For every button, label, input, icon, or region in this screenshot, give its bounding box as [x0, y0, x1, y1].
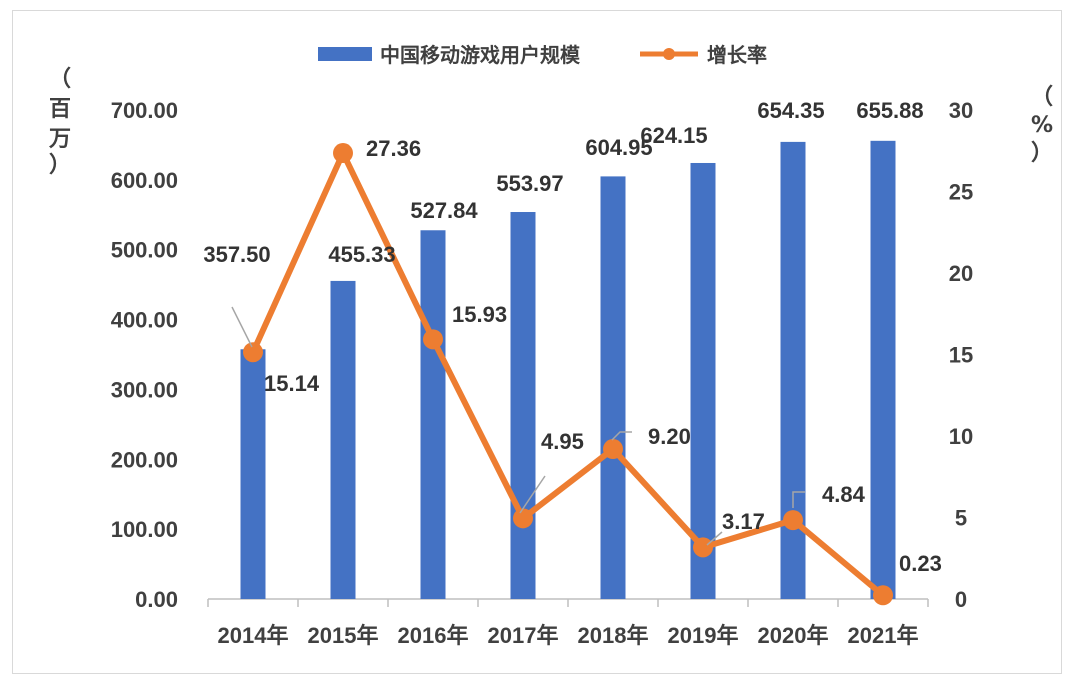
growth-rate-line — [250, 150, 885, 598]
y-left-tick-label: 400.00 — [111, 308, 178, 333]
y-left-tick-label: 0.00 — [135, 587, 178, 612]
bar-value-label: 357.50 — [203, 242, 270, 267]
y-left-tick-label: 700.00 — [111, 98, 178, 123]
bar-2016年 — [420, 230, 446, 599]
growth-point-2020年 — [783, 510, 803, 531]
y-right-tick-label: 15 — [949, 343, 973, 368]
growth-point-2016年 — [423, 329, 443, 350]
line-series — [243, 143, 893, 606]
bar-value-label: 624.15 — [640, 123, 707, 148]
bar-2017年 — [510, 212, 536, 599]
bar-value-label: 655.88 — [856, 98, 923, 123]
x-tick-label: 2020年 — [758, 623, 829, 648]
x-tick-label: 2015年 — [308, 623, 379, 648]
legend-label-line: 增长率 — [707, 43, 767, 67]
line-value-label: 9.20 — [648, 424, 691, 449]
x-tick-label: 2016年 — [398, 623, 469, 648]
growth-point-2017年 — [513, 508, 533, 529]
x-tick-label: 2014年 — [218, 623, 289, 648]
bar-value-label: 654.35 — [757, 98, 824, 123]
y-right-unit-char: % — [1031, 113, 1053, 138]
bar-value-label: 553.97 — [496, 171, 563, 196]
line-value-label: 15.93 — [452, 302, 507, 327]
bar-2018年 — [600, 176, 626, 599]
y-right-unit-char: ） — [1031, 141, 1053, 166]
label-leader-line — [231, 306, 253, 348]
bar-2015年 — [330, 280, 356, 599]
y-left-unit-char: （ — [49, 67, 71, 92]
growth-point-2015年 — [333, 143, 353, 164]
label-leader-line — [611, 431, 632, 441]
y-left-tick-label: 300.00 — [111, 377, 178, 402]
line-value-label: 15.14 — [264, 371, 320, 396]
bar-value-label: 604.95 — [585, 135, 652, 160]
label-leader-line — [792, 491, 805, 508]
legend: 中国移动游戏用户规模 增长率 — [318, 43, 767, 67]
x-tick-label: 2018年 — [578, 623, 649, 648]
x-tick-label: 2019年 — [668, 623, 739, 648]
growth-point-2018年 — [603, 439, 623, 460]
y-right-tick-label: 30 — [949, 98, 973, 123]
line-value-label: 27.36 — [366, 136, 421, 161]
y-left-unit-char: ） — [49, 153, 71, 178]
growth-point-2019年 — [693, 537, 713, 558]
x-tick-label: 2021年 — [848, 623, 919, 648]
bar-2021年 — [870, 140, 896, 599]
y-left-tick-label: 200.00 — [111, 447, 178, 472]
y-right-tick-label: 5 — [955, 506, 967, 531]
y-right-tick-label: 20 — [949, 261, 973, 286]
y-right-tick-label: 0 — [955, 587, 967, 612]
axes: 2014年 2015年 2016年 2017年 2018年 2019年 2020年 2021年… — [48, 67, 1053, 648]
growth-point-2014年 — [243, 342, 263, 363]
label-leader-line — [519, 475, 546, 514]
line-value-label: 0.23 — [899, 551, 942, 576]
y-right-tick-label: 25 — [949, 180, 973, 205]
y-left-tick-label: 600.00 — [111, 168, 178, 193]
y-left-tick-label: 500.00 — [111, 238, 178, 263]
x-tick-label: 2017年 — [488, 623, 559, 648]
y-left-unit-char: 万 — [48, 127, 71, 152]
bar-value-label: 455.33 — [328, 242, 395, 267]
legend-marker-line — [663, 48, 675, 60]
legend-label-bar: 中国移动游戏用户规模 — [380, 43, 581, 67]
line-value-label: 4.95 — [541, 429, 584, 454]
y-left-tick-label: 100.00 — [111, 517, 178, 542]
y-right-tick-label: 10 — [949, 424, 973, 449]
bar-series — [240, 140, 896, 600]
bar-value-label: 527.84 — [410, 198, 478, 223]
bar-2014年 — [240, 349, 266, 599]
bar-2019年 — [690, 162, 716, 600]
line-value-label: 4.84 — [822, 482, 866, 507]
y-left-unit-char: 百 — [49, 97, 71, 122]
y-right-unit-char: （ — [1031, 85, 1053, 110]
legend-swatch-bar — [318, 47, 372, 61]
line-value-label: 3.17 — [722, 509, 765, 534]
growth-point-2021年 — [873, 585, 893, 606]
label-leader-line — [706, 531, 723, 546]
